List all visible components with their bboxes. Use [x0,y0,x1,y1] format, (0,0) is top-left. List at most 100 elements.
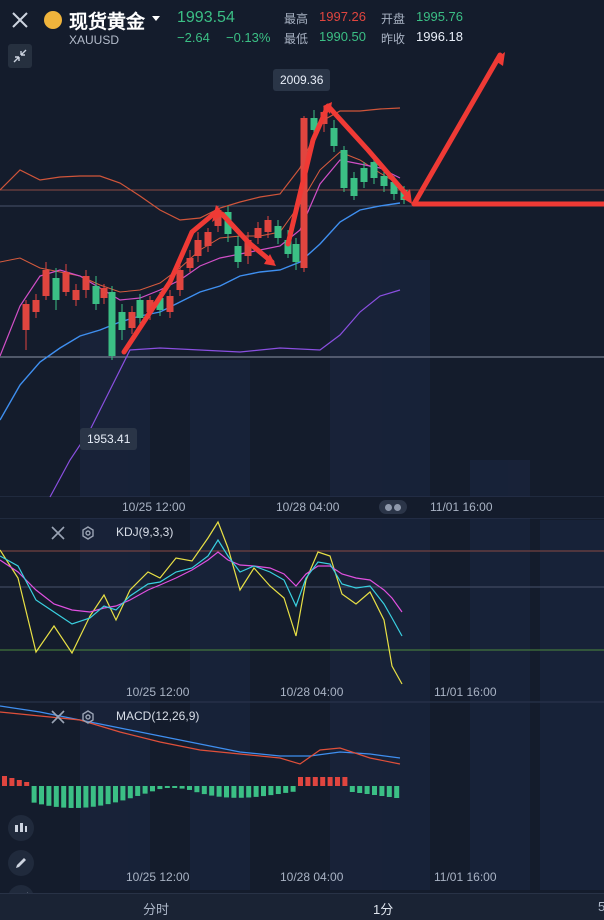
macd-bar [90,786,96,807]
candle-body [380,176,388,186]
tab-minute[interactable]: 分时 [143,902,170,917]
macd-bar [224,786,229,798]
macd-bar [187,786,192,790]
candle-body [360,168,368,182]
candle-body [82,276,90,290]
low-value: 1990.50 [319,29,366,44]
macd-bar [31,786,37,803]
macd-bar [61,786,67,808]
date-label: 10/25 12:00 [126,685,190,699]
macd-bar [298,777,303,786]
candle-body [176,270,184,290]
date-label: 10/28 04:00 [276,500,340,514]
candle-body [128,312,136,328]
candle-body [340,150,348,188]
candle-body [42,270,50,296]
date-label: 11/01 16:00 [434,685,497,699]
macd-bar [150,786,155,792]
macd-bar [194,786,200,793]
tab-5[interactable]: 5 [598,899,604,914]
open-label: 开盘 [381,12,406,26]
tab-1min[interactable]: 1分 [373,902,394,917]
candle-body [108,292,116,356]
macd-bar [305,777,311,786]
macd-bar [179,786,185,789]
candle-body [284,240,292,254]
macd-bar [320,777,326,786]
macd-bar [142,786,148,794]
macd-bar [68,786,74,808]
candle-body [156,298,164,310]
collapse-icon[interactable] [8,44,32,68]
macd-bar [364,786,370,794]
candle-body [390,182,398,194]
candle-body [204,232,212,246]
macd-bar [127,786,133,799]
close-icon[interactable] [8,8,32,32]
chevron-down-icon[interactable] [152,16,160,21]
macd-bar [335,777,340,786]
macd-bar [372,786,377,795]
timeframe-tabbar: 分时 1分 5 [0,893,604,920]
candle-body [264,220,272,232]
high-label: 最高 [284,12,309,26]
candle-body [32,300,40,312]
page-title[interactable]: 现货黄金 [69,12,146,33]
macd-bar [16,780,22,786]
prev-close-value: 1996.18 [416,29,463,44]
macd-bar [172,786,178,788]
gear-icon[interactable] [76,521,100,545]
candle-body [234,246,242,262]
macd-bar [379,786,385,796]
last-price: 1993.54 [177,9,235,26]
candle-body [310,118,318,130]
candle-body [22,304,30,330]
prev-close-label: 昨收 [381,32,406,46]
candle-body [72,290,80,300]
candle-body [330,128,338,146]
candle-body [274,226,282,238]
pencil-icon[interactable] [8,850,34,876]
close-icon[interactable] [46,521,70,545]
scroll-handle[interactable] [379,500,407,514]
candle-body [300,118,308,268]
macd-bar [283,786,289,793]
macd-bar [39,786,44,805]
date-label: 10/25 12:00 [126,870,190,884]
macd-bar [231,786,237,798]
candle-body [292,244,300,262]
macd-bar [290,786,296,792]
gold-icon [44,11,62,29]
macd-bar [98,786,104,806]
max-price-marker: 2009.36 [273,69,331,91]
close-icon[interactable] [46,705,70,729]
candle-body [370,162,378,178]
candle-body [244,240,252,256]
macd-bar [164,786,170,788]
macd-bar [76,786,81,808]
macd-bar [261,786,266,797]
macd-bar [157,786,163,790]
macd-bar [253,786,259,797]
date-label: 10/28 04:00 [280,870,344,884]
macd-bar [46,786,52,806]
macd-bar [2,776,7,786]
date-label: 10/28 04:00 [280,685,344,699]
macd-bar [246,786,252,798]
macd-bar [135,786,141,796]
gear-icon[interactable] [76,705,100,729]
kdj-label: KDJ(9,3,3) [116,525,174,539]
macd-bar [357,786,363,793]
macd-bar [342,777,348,786]
candle-body [254,228,262,238]
macd-bar [9,778,15,786]
macd-bar [275,786,281,795]
candle-body [194,240,202,256]
macd-bar [238,786,244,798]
macd-bar [327,777,333,786]
high-value: 1997.26 [319,9,366,24]
candlestick-icon[interactable] [8,815,34,841]
macd-bar [201,786,207,795]
candle-body [186,258,194,268]
